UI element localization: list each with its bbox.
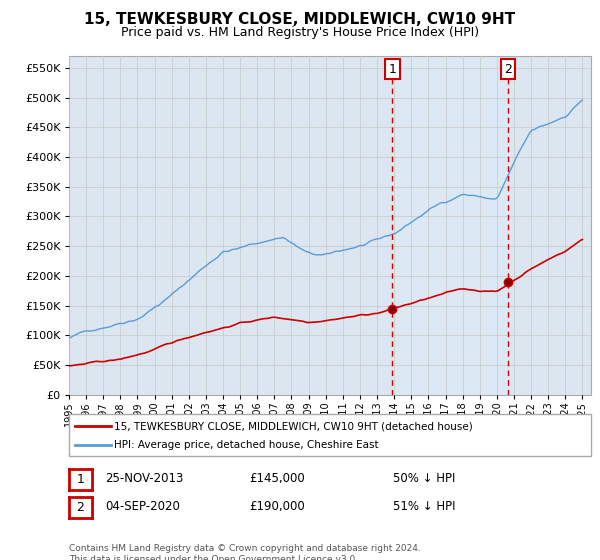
Text: 50% ↓ HPI: 50% ↓ HPI [393,472,455,486]
Text: 1: 1 [389,63,397,76]
Text: £145,000: £145,000 [249,472,305,486]
Text: 15, TEWKESBURY CLOSE, MIDDLEWICH, CW10 9HT: 15, TEWKESBURY CLOSE, MIDDLEWICH, CW10 9… [85,12,515,27]
Text: 1: 1 [76,473,85,486]
Text: HPI: Average price, detached house, Cheshire East: HPI: Average price, detached house, Ches… [114,440,379,450]
Text: Contains HM Land Registry data © Crown copyright and database right 2024.
This d: Contains HM Land Registry data © Crown c… [69,544,421,560]
Bar [392,56,508,395]
Text: 15, TEWKESBURY CLOSE, MIDDLEWICH, CW10 9HT (detached house): 15, TEWKESBURY CLOSE, MIDDLEWICH, CW10 9… [114,421,473,431]
Text: Price paid vs. HM Land Registry's House Price Index (HPI): Price paid vs. HM Land Registry's House … [121,26,479,39]
Text: 2: 2 [505,63,512,76]
Text: £190,000: £190,000 [249,500,305,514]
Text: 2: 2 [76,501,85,514]
Text: 51% ↓ HPI: 51% ↓ HPI [393,500,455,514]
Text: 25-NOV-2013: 25-NOV-2013 [105,472,184,486]
Text: 04-SEP-2020: 04-SEP-2020 [105,500,180,514]
